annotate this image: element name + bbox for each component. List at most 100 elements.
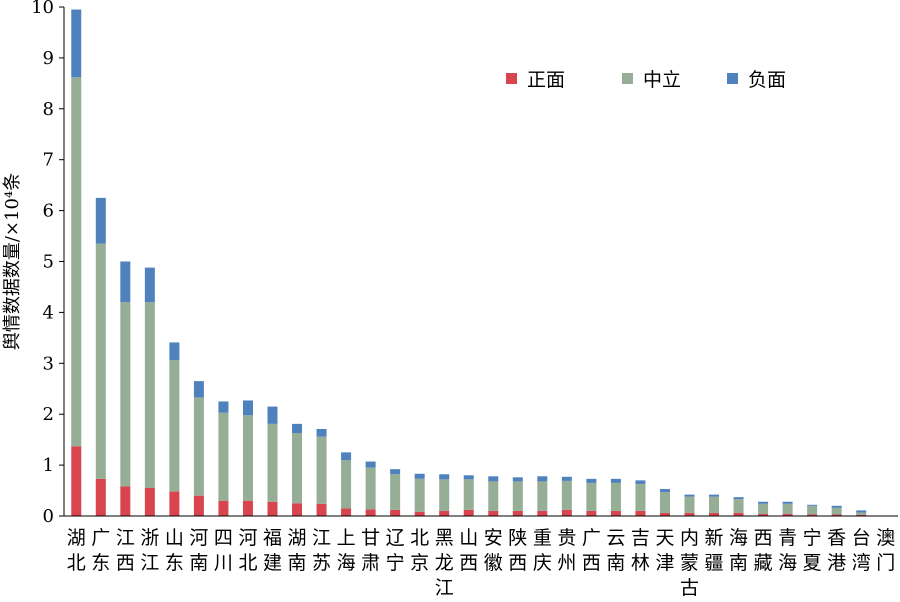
- x-tick-label: 甘肃: [361, 527, 380, 574]
- bar-segment-1: [267, 423, 278, 502]
- bar-segment-1: [512, 481, 523, 511]
- bar-segment-2: [684, 494, 695, 497]
- y-axis-label: 舆情数据数量/×10⁴条: [2, 173, 23, 350]
- bar-segment-2: [733, 497, 744, 500]
- legend: 正面 中立 负面: [506, 69, 786, 91]
- x-tick-label: 贵州: [557, 527, 576, 574]
- bar-segment-2: [144, 267, 155, 303]
- bar-segment-2: [463, 475, 474, 480]
- x-tick-label: 广东: [91, 527, 110, 574]
- bar-segment-2: [341, 452, 352, 461]
- bar-segment-1: [439, 479, 450, 511]
- bar-segment-1: [659, 492, 670, 513]
- bar-segment-0: [95, 478, 106, 516]
- bar-segment-2: [292, 423, 303, 434]
- bar-segment-0: [684, 512, 695, 516]
- bar-segment-2: [242, 400, 253, 416]
- legend-label-2: 负面: [748, 69, 786, 91]
- y-tick-label: 6: [43, 201, 54, 222]
- bar-segment-2: [120, 261, 131, 303]
- bar-segment-0: [586, 510, 597, 516]
- bar-segment-2: [561, 476, 572, 481]
- bar-segment-1: [831, 507, 842, 515]
- x-tick-label: 台湾: [852, 527, 871, 574]
- x-tick-label: 新疆: [705, 527, 724, 574]
- bar-segment-2: [365, 461, 376, 468]
- bar-segment-2: [95, 197, 106, 244]
- y-tick-label: 7: [43, 150, 54, 171]
- x-tick-labels: 湖北广东江西浙江山东河南四川河北福建湖南江苏上海甘肃辽宁北京黑龙江山西安徽陕西重…: [67, 527, 895, 599]
- x-tick-label: 西藏: [754, 527, 773, 574]
- bar-segment-2: [512, 477, 523, 482]
- x-tick-label: 山东: [165, 527, 184, 574]
- bar-segment-1: [733, 499, 744, 513]
- bar-segment-0: [561, 509, 572, 516]
- bar-segment-0: [169, 491, 180, 516]
- y-tick-label: 10: [31, 0, 54, 18]
- bar-segment-2: [856, 510, 867, 513]
- bar-segment-0: [439, 510, 450, 516]
- x-tick-label: 四川: [214, 527, 233, 574]
- x-tick-label: 天津: [655, 527, 674, 574]
- bar-segment-0: [709, 512, 720, 516]
- bar-segment-0: [831, 514, 842, 516]
- bar-segment-1: [120, 302, 131, 487]
- bar-segment-0: [365, 509, 376, 516]
- bar-segment-1: [169, 360, 180, 492]
- bar-segment-1: [684, 496, 695, 513]
- bar-segment-0: [463, 509, 474, 516]
- y-tick-label: 1: [43, 455, 54, 476]
- x-tick-label: 云南: [606, 527, 625, 574]
- bar-segment-0: [610, 510, 621, 516]
- legend-label-0: 正面: [527, 69, 565, 91]
- x-tick-label: 吉林: [631, 527, 650, 574]
- bar-segment-0: [659, 512, 670, 516]
- y-tick-label: 9: [43, 48, 54, 69]
- bar-segment-1: [144, 302, 155, 489]
- bar-segment-2: [169, 342, 180, 361]
- bar-segment-0: [71, 446, 82, 516]
- legend-swatch-0: [506, 73, 517, 84]
- bar-segment-2: [193, 381, 204, 398]
- bar-segment-0: [856, 514, 867, 516]
- bar-segment-2: [71, 9, 82, 78]
- bars: [71, 9, 867, 516]
- x-tick-label: 辽宁: [386, 527, 405, 574]
- bar-segment-1: [610, 482, 621, 511]
- x-tick-label: 广西: [582, 527, 601, 574]
- bar-segment-1: [586, 482, 597, 511]
- bar-segment-0: [414, 511, 425, 516]
- bar-segment-0: [120, 486, 131, 516]
- bar-segment-2: [831, 505, 842, 508]
- x-tick-label: 湖南: [288, 527, 307, 574]
- bar-segment-1: [537, 481, 548, 511]
- bar-segment-2: [586, 478, 597, 483]
- y-tick-label: 0: [43, 506, 54, 527]
- y-axis-ticks: 0 1 2 3 4 5 6 7 8 9 10: [31, 0, 64, 527]
- bar-segment-2: [537, 476, 548, 482]
- bar-segment-1: [95, 243, 106, 479]
- x-tick-label: 陕西: [508, 527, 527, 574]
- bar-segment-0: [292, 503, 303, 516]
- bar-segment-0: [242, 500, 253, 516]
- bar-segment-0: [267, 501, 278, 516]
- x-tick-label: 黑龙江: [435, 527, 454, 599]
- bar-segment-1: [709, 496, 720, 513]
- bar-segment-2: [709, 494, 720, 497]
- y-tick-label: 2: [43, 404, 54, 425]
- y-tick-label: 8: [43, 99, 54, 120]
- bar-segment-1: [365, 467, 376, 510]
- bar-segment-0: [635, 510, 646, 516]
- bar-segment-1: [71, 77, 82, 447]
- bar-segment-2: [218, 401, 229, 413]
- bar-segment-1: [341, 460, 352, 509]
- bar-segment-1: [782, 503, 793, 514]
- bar-segment-1: [635, 483, 646, 511]
- x-tick-label: 北京: [410, 527, 429, 574]
- bar-segment-0: [144, 488, 155, 516]
- bar-segment-0: [537, 510, 548, 516]
- bar-segment-0: [782, 513, 793, 516]
- bar-segment-0: [807, 514, 818, 516]
- bar-segment-1: [414, 478, 425, 512]
- bar-segment-2: [807, 504, 818, 506]
